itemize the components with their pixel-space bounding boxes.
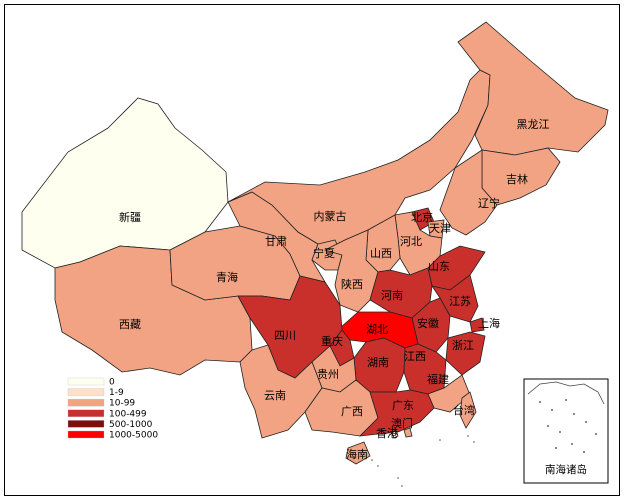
region-7 — [439, 149, 498, 236]
legend-label-5: 1000-5000 — [109, 431, 158, 441]
region-label-30: 台湾 — [453, 403, 475, 417]
region-label-23: 湖南 — [367, 356, 389, 369]
region-label-33: 海南 — [346, 447, 368, 461]
legend-swatch-5 — [67, 430, 105, 439]
region-31 — [391, 429, 399, 439]
legend-swatch-4 — [67, 420, 105, 428]
region-label-15: 河南 — [381, 289, 403, 302]
island-speck-2 — [371, 459, 373, 461]
legend-label-4: 500-1000 — [109, 420, 153, 430]
island-speck-5 — [401, 485, 403, 487]
region-label-6: 吉林 — [506, 172, 528, 186]
region-label-18: 上海 — [478, 316, 500, 330]
region-label-9: 天津 — [429, 222, 451, 235]
inset-island-0 — [539, 401, 541, 403]
region-label-26: 贵州 — [317, 368, 339, 381]
region-label-16: 江苏 — [449, 295, 471, 308]
region-label-27: 云南 — [264, 389, 286, 402]
region-label-14: 山东 — [428, 260, 450, 273]
region-label-20: 四川 — [274, 329, 296, 342]
region-29 — [358, 389, 435, 437]
legend-swatch-0 — [67, 377, 105, 386]
region-label-4: 内蒙古 — [314, 209, 347, 223]
region-label-17: 安徽 — [417, 316, 439, 330]
inset-island-5 — [559, 431, 561, 433]
region-label-22: 浙江 — [452, 339, 474, 352]
region-4 — [227, 69, 491, 251]
region-label-0: 新疆 — [119, 210, 141, 224]
inset-island-7 — [595, 433, 597, 435]
region-label-12: 宁夏 — [313, 246, 335, 260]
inset-frame — [523, 378, 609, 484]
region-label-8: 北京 — [411, 210, 433, 224]
region-label-25: 福建 — [427, 372, 449, 386]
legend-label-3: 100-499 — [109, 409, 147, 419]
region-label-3: 甘肃 — [265, 235, 287, 248]
regions-layer — [21, 21, 609, 465]
region-label-19: 湖北 — [366, 323, 388, 336]
legend-swatch-2 — [67, 399, 105, 407]
region-label-24: 江西 — [404, 350, 426, 363]
region-32 — [403, 427, 413, 438]
region-label-32: 香港 — [376, 427, 398, 440]
region-label-5: 黑龙江 — [517, 118, 550, 131]
legend-label-0: 0 — [109, 378, 115, 388]
region-30 — [459, 391, 477, 429]
island-speck-1 — [473, 441, 475, 443]
inset-label: 南海诸岛 — [545, 463, 587, 476]
legend-swatch-1 — [67, 388, 105, 396]
legend-label-1: 1-9 — [109, 388, 124, 398]
inset-island-9 — [583, 451, 585, 453]
inset-island-6 — [585, 421, 587, 423]
inset-island-2 — [565, 399, 567, 401]
region-33 — [345, 441, 371, 465]
region-label-1: 西藏 — [119, 318, 141, 331]
south-china-sea-inset: 南海诸岛 — [523, 378, 609, 484]
region-label-21: 重庆 — [321, 334, 343, 348]
island-speck-0 — [467, 435, 469, 437]
region-label-2: 青海 — [216, 270, 238, 284]
region-18 — [469, 317, 485, 333]
inset-island-8 — [571, 443, 573, 445]
legend-swatch-3 — [67, 409, 105, 417]
map-frame — [4, 4, 620, 496]
region-label-29: 广东 — [392, 399, 414, 412]
inset-island-3 — [573, 413, 575, 415]
legend-label-2: 10-99 — [109, 399, 135, 409]
region-label-10: 河北 — [400, 235, 422, 248]
region-label-28: 广西 — [341, 405, 363, 418]
region-13 — [323, 229, 379, 313]
island-speck-4 — [397, 477, 399, 479]
region-label-7: 辽宁 — [478, 196, 500, 210]
inset-island-4 — [547, 425, 549, 427]
region-label-11: 山西 — [370, 247, 392, 260]
inset-island-10 — [555, 447, 557, 449]
island-speck-6 — [439, 439, 441, 441]
island-speck-3 — [377, 465, 379, 467]
inset-coastline — [527, 381, 605, 405]
region-label-13: 陕西 — [341, 277, 363, 291]
region-label-31: 澳门 — [391, 416, 413, 430]
inset-island-1 — [551, 409, 553, 411]
